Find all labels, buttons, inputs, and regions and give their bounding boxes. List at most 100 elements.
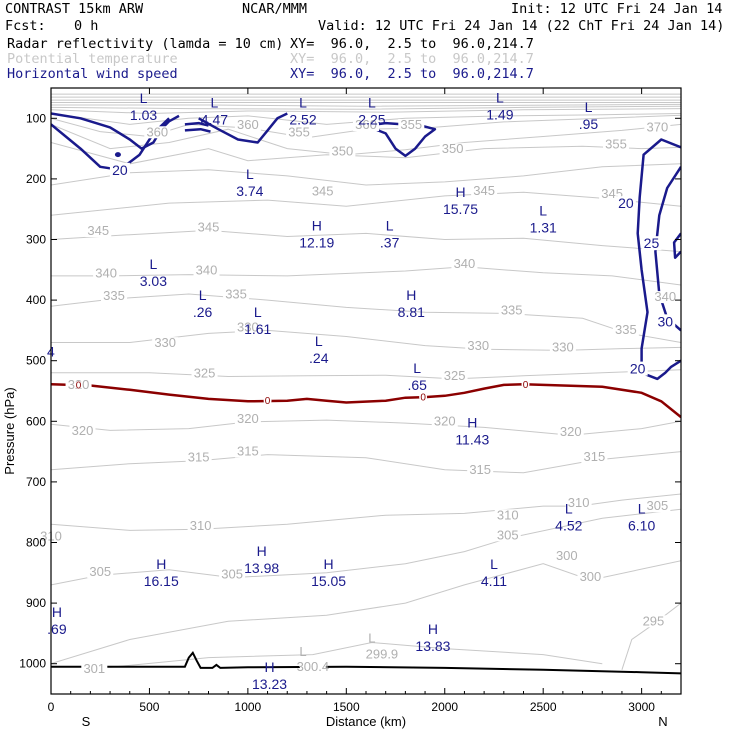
wind-extremum-value: .37 <box>380 234 400 250</box>
wind-extremum-value: 4.47 <box>201 111 228 127</box>
contour-labels: 360 360 355 360 355 350 350 355 370 345 345 345 345 3… <box>38 90 679 692</box>
theta-label-bg <box>187 520 214 533</box>
wind-extremum-value: 15.05 <box>311 573 346 589</box>
wind-extremum-marker: L <box>315 333 323 349</box>
x-tick-label: 0 <box>48 700 55 714</box>
wind-extremum-value: .95 <box>579 116 599 132</box>
theta-contour-label: 305 <box>221 567 243 582</box>
x-tick-label: 2000 <box>431 700 458 714</box>
theta-label-bg <box>431 415 458 428</box>
legend-reflectivity-name: Radar reflectivity (lamda = 10 cm) <box>7 36 284 52</box>
wind-extremum-marker: L <box>149 256 157 272</box>
theta-contour-line <box>51 369 681 380</box>
y-tick-label: 700 <box>26 475 46 489</box>
wind-extremum-value: 1.49 <box>486 107 513 123</box>
y-tick-label: 1000 <box>19 657 46 671</box>
theta-label-bg <box>644 121 671 134</box>
wind-extremum-marker: H <box>257 543 267 559</box>
theta-contour-line <box>110 641 603 668</box>
theta-label-bg <box>439 143 466 156</box>
wind-contour-label: 30 <box>657 313 673 329</box>
theta-label-bg <box>69 425 96 438</box>
wind-contour-label: 20 <box>618 195 634 211</box>
theta-contour-line <box>51 451 681 474</box>
wind-label-bg <box>641 236 662 251</box>
theta-contour-label: 355 <box>400 117 422 132</box>
theta-label-bg <box>85 225 112 238</box>
wind-extremum-marker: H <box>406 287 416 303</box>
theta-contour-label: 345 <box>312 184 334 199</box>
wind-extremum-marker: L <box>211 94 219 110</box>
theta-label-bg <box>195 221 222 234</box>
theta-label-bg <box>101 289 127 302</box>
wind-extremum-value: 13.23 <box>252 676 287 692</box>
x-tick-label: 1500 <box>333 700 360 714</box>
wind-extremum-marker: H <box>156 556 166 572</box>
wind-contour-line <box>51 112 180 150</box>
reflectivity-marker-bg <box>263 396 272 405</box>
init-label: Init: 12 UTC Fri 24 Jan 14 <box>511 1 723 17</box>
wind-extremum-value: .69 <box>47 621 67 637</box>
theta-contour-line <box>51 163 681 186</box>
x-end-label-south: S <box>82 714 91 729</box>
theta-label-bg <box>329 145 356 158</box>
theta-contour-label: 360 <box>146 124 168 139</box>
theta-contour-line <box>51 419 681 436</box>
theta-contour-label: 320 <box>434 413 456 428</box>
theta-contour-line <box>51 508 681 586</box>
theta-label-bg <box>309 185 336 198</box>
wind-extremum-value: 13.83 <box>415 638 450 654</box>
theta-contour-label: 300 <box>580 569 602 584</box>
theta-contour-label: 355 <box>288 124 310 139</box>
wind-extremum-value: 12.19 <box>299 234 334 250</box>
theta-contour-label: 325 <box>194 365 216 380</box>
wind-extremum-value: 2.25 <box>358 111 385 127</box>
theta-contour-label: 330 <box>154 335 176 350</box>
wind-extremum-value: 3.03 <box>140 273 167 289</box>
theta-contour-label: 360 <box>355 117 377 132</box>
theta-contour-label: 320 <box>237 411 259 426</box>
x-end-label-north: N <box>658 714 667 729</box>
model-label: CONTRAST 15km ARW <box>5 1 144 17</box>
theta-contour-label: 340 <box>196 262 218 277</box>
theta-contour-label: 305 <box>89 564 111 579</box>
theta-label-bg <box>451 257 478 270</box>
theta-label-bg <box>640 615 667 628</box>
wind-extremum-marker: L <box>368 94 376 110</box>
theta-label-bg <box>219 568 246 581</box>
theta-contour-label: 310 <box>497 507 519 522</box>
theta-extremum-value: 299.9 <box>366 646 399 661</box>
x-axis-label: Distance (km) <box>326 714 406 729</box>
org-label: NCAR/MMM <box>242 1 308 17</box>
wind-extremum-marker: L <box>386 217 394 233</box>
wind-extremum-marker: H <box>264 659 274 675</box>
reflectivity-contour <box>51 383 681 419</box>
wind-extremum-marker: H <box>312 217 322 233</box>
theta-contour-label: 325 <box>444 368 466 383</box>
theta-label-bg <box>644 500 671 513</box>
theta-label-bg <box>467 463 494 476</box>
wind-extremum-value: 11.43 <box>455 431 489 447</box>
theta-contour-label: 295 <box>643 613 665 628</box>
theta-label-bg <box>234 118 261 131</box>
wind-extremum-value: 1.31 <box>530 219 557 235</box>
wind-extremum-marker: L <box>539 202 547 218</box>
theta-label-bg <box>234 321 261 334</box>
theta-contour-line <box>51 293 681 343</box>
theta-label-bg <box>603 138 630 151</box>
theta-label-bg <box>87 566 114 579</box>
theta-contour-line <box>51 229 681 253</box>
wind-extremum-value: 3.74 <box>236 183 263 199</box>
wind-extremum-value: 6.10 <box>628 517 655 533</box>
theta-label-bg <box>652 291 679 304</box>
wind-contour-line <box>184 121 209 127</box>
reflectivity-marker-bg <box>521 380 530 389</box>
terrain-profile <box>51 650 681 675</box>
theta-contour-label: 335 <box>501 302 523 317</box>
wind-extremum-value: 13.98 <box>244 560 279 576</box>
theta-label-bg <box>553 549 580 562</box>
wind-extremum-marker: L <box>199 287 207 303</box>
theta-contour-label: 310 <box>568 495 590 510</box>
theta-contour-label: 330 <box>552 339 574 354</box>
theta-label-bg <box>549 341 576 354</box>
